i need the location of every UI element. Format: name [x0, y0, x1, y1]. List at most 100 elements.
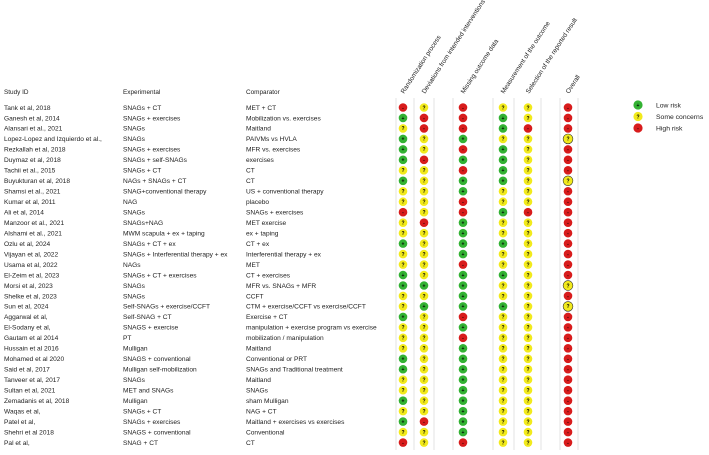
- domain-header-measurement-of-the-outcome: Measurement of the outcome: [500, 20, 552, 95]
- judgement-some-concerns-marker: [498, 385, 508, 395]
- judgement-some-concerns-marker: [498, 134, 508, 144]
- judgement-high-marker: [458, 124, 468, 133]
- judgement-symbol: +: [502, 210, 505, 216]
- study-id: Tank et al, 2018: [4, 105, 51, 112]
- experimental-arm: SNAGs + exercises: [123, 419, 181, 426]
- study-id: Ozlu et al, 2024: [4, 241, 51, 248]
- judgement-symbol: -: [567, 116, 569, 122]
- header-experimental: Experimental: [123, 89, 160, 96]
- comparator-arm: PAIVMs vs HVLA: [246, 136, 297, 143]
- study-id: Tanveer et al, 2017: [4, 377, 60, 384]
- judgement-symbol: -: [567, 346, 569, 352]
- judgement-high-marker: [563, 166, 573, 175]
- study-row: Ali et al, 2014 SNAGs SNAGs + exercises -? -…: [4, 207, 573, 217]
- judgement-low-marker: [458, 396, 468, 405]
- judgement-symbol: +: [402, 147, 405, 153]
- judgement-low-marker: [498, 113, 508, 123]
- judgement-some-concerns-marker: [419, 406, 429, 416]
- experimental-arm: SNAG+conventional therapy: [123, 189, 207, 196]
- judgement-symbol: +: [462, 367, 465, 373]
- judgement-symbol: ?: [422, 200, 425, 206]
- comparator-arm: ex + taping: [246, 230, 279, 237]
- experimental-arm: SNAG + CT: [123, 440, 158, 447]
- judgement-some-concerns-marker: [419, 207, 429, 217]
- judgement-symbol: ?: [526, 147, 529, 153]
- judgement-symbol: +: [402, 315, 405, 321]
- judgement-symbol: +: [462, 137, 465, 143]
- judgement-some-concerns-marker: [419, 145, 429, 154]
- judgement-symbol: ?: [526, 273, 529, 279]
- judgement-low-marker: [498, 207, 508, 217]
- judgement-symbol: +: [502, 158, 505, 164]
- judgement-symbol: +: [462, 357, 465, 363]
- experimental-arm: SNAGs + CT: [123, 408, 161, 415]
- judgement-some-concerns-marker: [419, 333, 429, 343]
- study-row: Ozlu et al, 2024 SNAGs + CT + ex CT + ex +?…: [4, 239, 573, 248]
- judgement-high-marker: [458, 438, 468, 447]
- judgement-some-concerns-marker: [398, 427, 408, 437]
- comparator-arm: manipulation + exercise program vs exerc…: [246, 325, 377, 332]
- judgement-symbol: ?: [501, 252, 504, 258]
- experimental-arm: SNAGs + exercises: [123, 147, 181, 154]
- judgement-high-marker: [563, 417, 573, 426]
- judgement-symbol: -: [567, 231, 569, 237]
- judgement-symbol: ?: [526, 388, 529, 394]
- judgement-symbol: -: [462, 168, 464, 174]
- judgement-symbol: -: [567, 409, 569, 415]
- study-row: Aggarwal et al, Self-SNAG + CT Exercise + …: [4, 312, 573, 322]
- judgement-some-concerns-marker: [398, 186, 408, 196]
- judgement-some-concerns-marker: [398, 323, 408, 332]
- judgement-symbol: -: [567, 440, 569, 446]
- judgement-symbol: -: [567, 105, 569, 111]
- judgement-some-concerns-marker: [523, 406, 533, 416]
- judgement-high-marker: [563, 406, 573, 416]
- judgement-symbol: ?: [401, 220, 404, 226]
- legend-symbol: ?: [636, 114, 639, 120]
- judgement-symbol: +: [502, 147, 505, 153]
- judgement-symbol: +: [502, 241, 505, 247]
- judgement-symbol: ?: [501, 367, 504, 373]
- judgement-low-marker: [458, 364, 468, 374]
- judgement-symbol: ?: [526, 336, 529, 342]
- study-id: Ganesh et al, 2014: [4, 115, 60, 122]
- judgement-high-marker: [563, 438, 573, 447]
- judgement-some-concerns-marker: [419, 270, 429, 280]
- judgement-some-concerns-marker: [419, 438, 429, 447]
- judgement-symbol: +: [402, 357, 405, 363]
- judgement-low-marker: [498, 145, 508, 154]
- judgement-symbol: -: [567, 168, 569, 174]
- judgement-some-concerns-marker: [419, 239, 429, 248]
- judgement-symbol: ?: [422, 231, 425, 237]
- study-row: Shamsi et al., 2021 SNAG+conventional the…: [4, 186, 573, 196]
- judgement-some-concerns-marker: [419, 385, 429, 395]
- judgement-symbol: -: [527, 126, 529, 132]
- study-id: Sun et al, 2024: [4, 304, 49, 311]
- judgement-symbol: -: [462, 210, 464, 216]
- judgement-symbol: -: [423, 220, 425, 226]
- judgement-symbol: -: [423, 419, 425, 425]
- judgement-low-marker: [398, 113, 408, 123]
- judgement-some-concerns-marker: [498, 218, 508, 227]
- study-id: Vijayan et al, 2022: [4, 251, 58, 258]
- study-row: Vijayan et al, 2022 SNAGs + Interferentia…: [4, 249, 573, 259]
- judgement-some-concerns-marker: [419, 291, 429, 301]
- judgement-high-marker: [563, 427, 573, 437]
- judgement-symbol: +: [402, 158, 405, 164]
- study-row: Pal et al, SNAG + CT CT -? -?? -: [4, 438, 573, 447]
- judgement-symbol: ?: [526, 304, 529, 310]
- comparator-arm: MFR vs. SNAGs + MFR: [246, 283, 316, 290]
- judgement-high-marker: [458, 103, 468, 112]
- experimental-arm: NAGs + SNAGs + CT: [123, 178, 186, 185]
- judgement-symbol: +: [462, 179, 465, 185]
- judgement-symbol: +: [502, 273, 505, 279]
- judgement-high-marker: [563, 186, 573, 196]
- judgement-low-marker: [498, 166, 508, 175]
- experimental-arm: Mulligan: [123, 398, 148, 405]
- judgement-high-marker: [563, 145, 573, 154]
- experimental-arm: Self-SNAGs + exercise/CCFT: [123, 304, 210, 311]
- judgement-some-concerns-marker: [398, 249, 408, 259]
- judgement-high-marker: [563, 375, 573, 385]
- experimental-arm: SNAGs: [123, 210, 146, 217]
- judgement-high-marker: [419, 417, 429, 426]
- judgement-some-concerns-marker: [562, 175, 574, 186]
